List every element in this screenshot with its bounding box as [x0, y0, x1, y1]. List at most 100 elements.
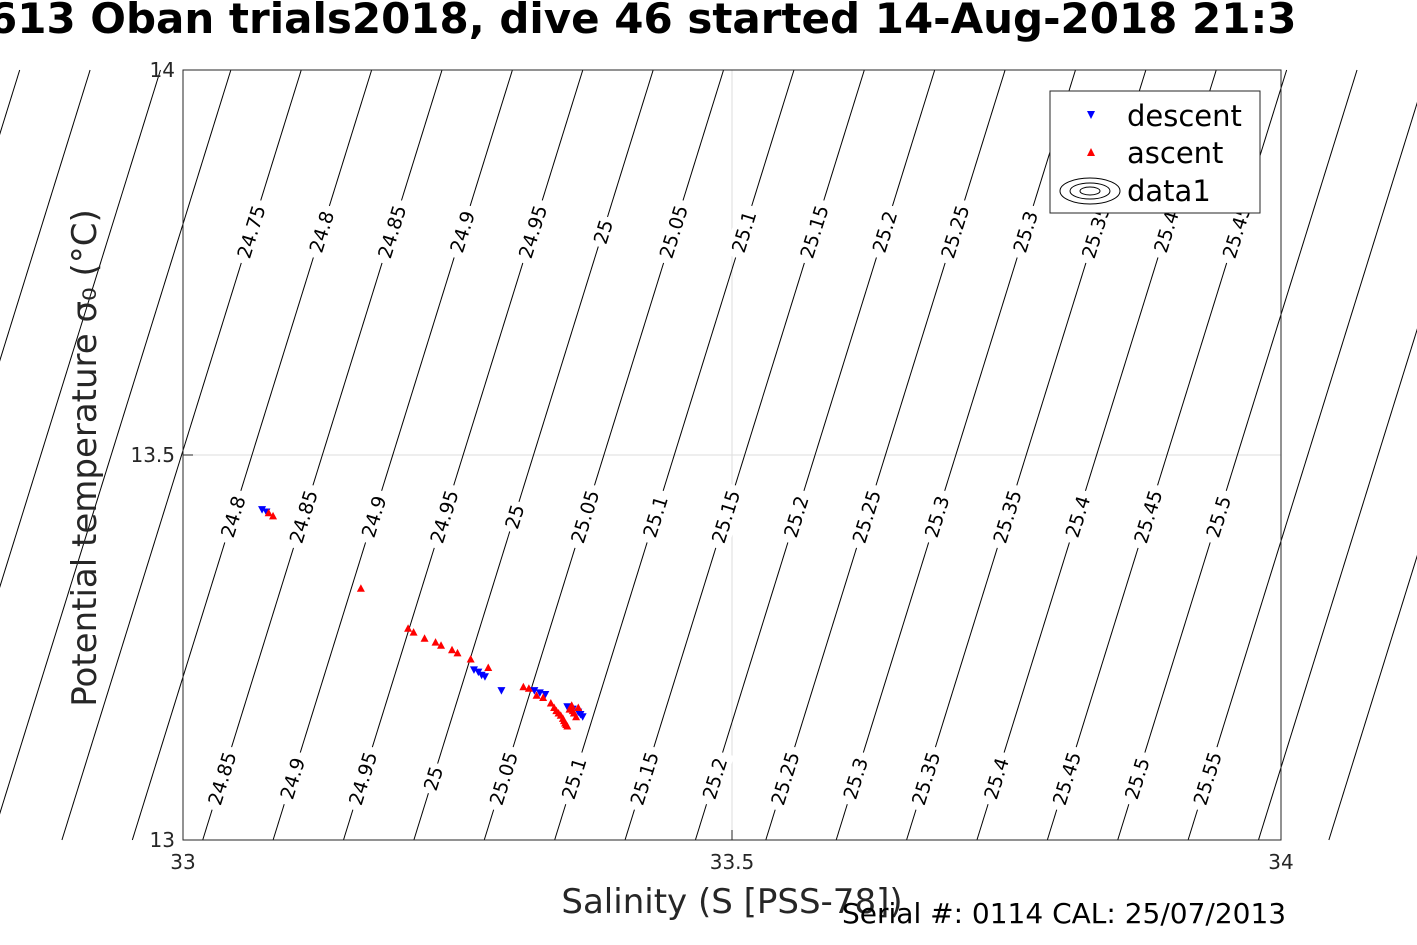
contour-label-bg: [1215, 196, 1258, 267]
contour-label-bg: [933, 196, 977, 267]
contour-label-bg: [695, 749, 735, 808]
contour-label-bg: [1045, 743, 1088, 814]
grid-lines: [183, 70, 1281, 840]
contour-label: 24.95: [422, 481, 466, 552]
contour-label-bg: [282, 481, 325, 552]
ascent-point: [264, 508, 273, 517]
isopycnal-line: [413, 69, 654, 841]
x-tick-label: 33.5: [710, 850, 755, 874]
contour-label-text: 24.9: [446, 209, 480, 256]
contour-label: 24.95: [511, 196, 554, 267]
contour-label-bg: [563, 481, 606, 552]
contour-label: 25: [498, 498, 531, 535]
contour-label-bg: [498, 498, 531, 535]
contour-label-text: 25.2: [869, 209, 903, 256]
contour-label-bg: [1146, 202, 1186, 262]
contour-label: 25.25: [933, 196, 977, 267]
contour-label-bg: [442, 202, 482, 262]
contour-label: 25.15: [622, 743, 666, 814]
contour-label: 25.05: [563, 481, 606, 552]
contour-label-bg: [272, 749, 312, 808]
ascent-point: [567, 701, 576, 709]
contour-label-text: 25.3: [839, 755, 873, 802]
contour-label-bg: [1198, 487, 1238, 546]
contour-label: 25.2: [864, 202, 904, 262]
isopycnal-line: [0, 69, 91, 362]
contour-label: 25.45: [1126, 481, 1170, 552]
contour-label: 24.8: [213, 487, 253, 546]
contour-label: 25.2: [695, 749, 735, 808]
serial-footer: Serial #: 0114 CAL: 25/07/2013: [842, 897, 1287, 930]
y-tick-label: 14: [150, 58, 175, 82]
contour-label: 25.1: [635, 487, 675, 546]
contour-label-bg: [1186, 743, 1229, 814]
contour-label: 25.2: [776, 487, 816, 546]
contour-label-bg: [213, 487, 253, 546]
contour-label: 25.1: [724, 202, 764, 262]
contour-label-bg: [776, 487, 816, 546]
contour-label-text: 25.1: [558, 755, 592, 802]
contour-label-bg: [354, 487, 394, 546]
contour-label-bg: [229, 196, 273, 267]
ascent-point: [572, 712, 581, 721]
ascent-point: [431, 638, 440, 646]
isopycnal-line: [272, 69, 513, 841]
contour-label-bg: [511, 196, 554, 267]
contour-label: 25.4: [976, 749, 1016, 808]
contour-label-text: 25.1: [728, 209, 762, 256]
contour-label-bg: [1057, 487, 1097, 546]
isopycnal-line: [0, 69, 161, 589]
ascent-point: [532, 691, 541, 699]
contour-label: 25.15: [792, 196, 836, 267]
legend-descent-marker: [1087, 111, 1095, 119]
chart-title: 613 Oban trials2018, dive 46 started 14-…: [0, 0, 1297, 43]
y-tick-label: 13.5: [130, 443, 175, 467]
legend-data1-label: data1: [1127, 174, 1211, 208]
contour-label-bg: [763, 743, 807, 814]
isopycnal-line: [835, 69, 1076, 841]
contour-label: 24.8: [301, 202, 341, 262]
contour-label-bg: [985, 481, 1029, 552]
ascent-point: [574, 703, 583, 712]
ascent-point: [484, 663, 493, 672]
contour-label: 24.85: [200, 743, 244, 814]
isopycnal-line: [483, 69, 725, 841]
contour-label-bg: [652, 196, 695, 267]
descent-point: [541, 690, 550, 699]
ascent-point: [546, 698, 555, 707]
contour-label: 25.05: [482, 743, 525, 814]
x-tick-label: 34: [1268, 850, 1293, 874]
ascent-point: [409, 628, 418, 636]
contour-label: 24.95: [341, 743, 384, 814]
isopycnal-line: [131, 69, 373, 841]
ascent-point: [539, 693, 548, 702]
contour-label: 25: [416, 760, 450, 797]
contour-label: 25.1: [554, 749, 594, 808]
contour-label-bg: [864, 202, 904, 262]
contour-label-text: 24.8: [306, 209, 340, 256]
density-contours: [0, 69, 1417, 841]
contour-label: 24.9: [442, 202, 482, 262]
contour-label-bg: [200, 743, 244, 814]
isopycnal-line: [1328, 554, 1417, 841]
isopycnal-line: [765, 69, 1006, 841]
y-tick-label: 13: [150, 828, 175, 852]
contour-label-text: 24.9: [358, 493, 392, 540]
contour-label: 25.3: [1005, 202, 1045, 262]
ascent-point: [269, 511, 278, 520]
contour-label: 24.85: [370, 196, 413, 267]
ascent-point: [453, 648, 462, 657]
contour-label-bg: [976, 749, 1016, 808]
descent-point: [530, 687, 539, 695]
legend: descent ascent data1: [1049, 90, 1261, 214]
descent-point: [497, 687, 506, 695]
contour-label-bg: [586, 213, 619, 251]
ascent-point: [519, 682, 528, 691]
contour-label-bg: [1126, 481, 1170, 552]
contour-label: 24.9: [354, 487, 394, 546]
ascent-point: [563, 722, 572, 730]
contour-label-bg: [1074, 196, 1117, 267]
legend-ascent-label: ascent: [1127, 136, 1223, 170]
contour-label-text: 25.2: [780, 493, 814, 540]
